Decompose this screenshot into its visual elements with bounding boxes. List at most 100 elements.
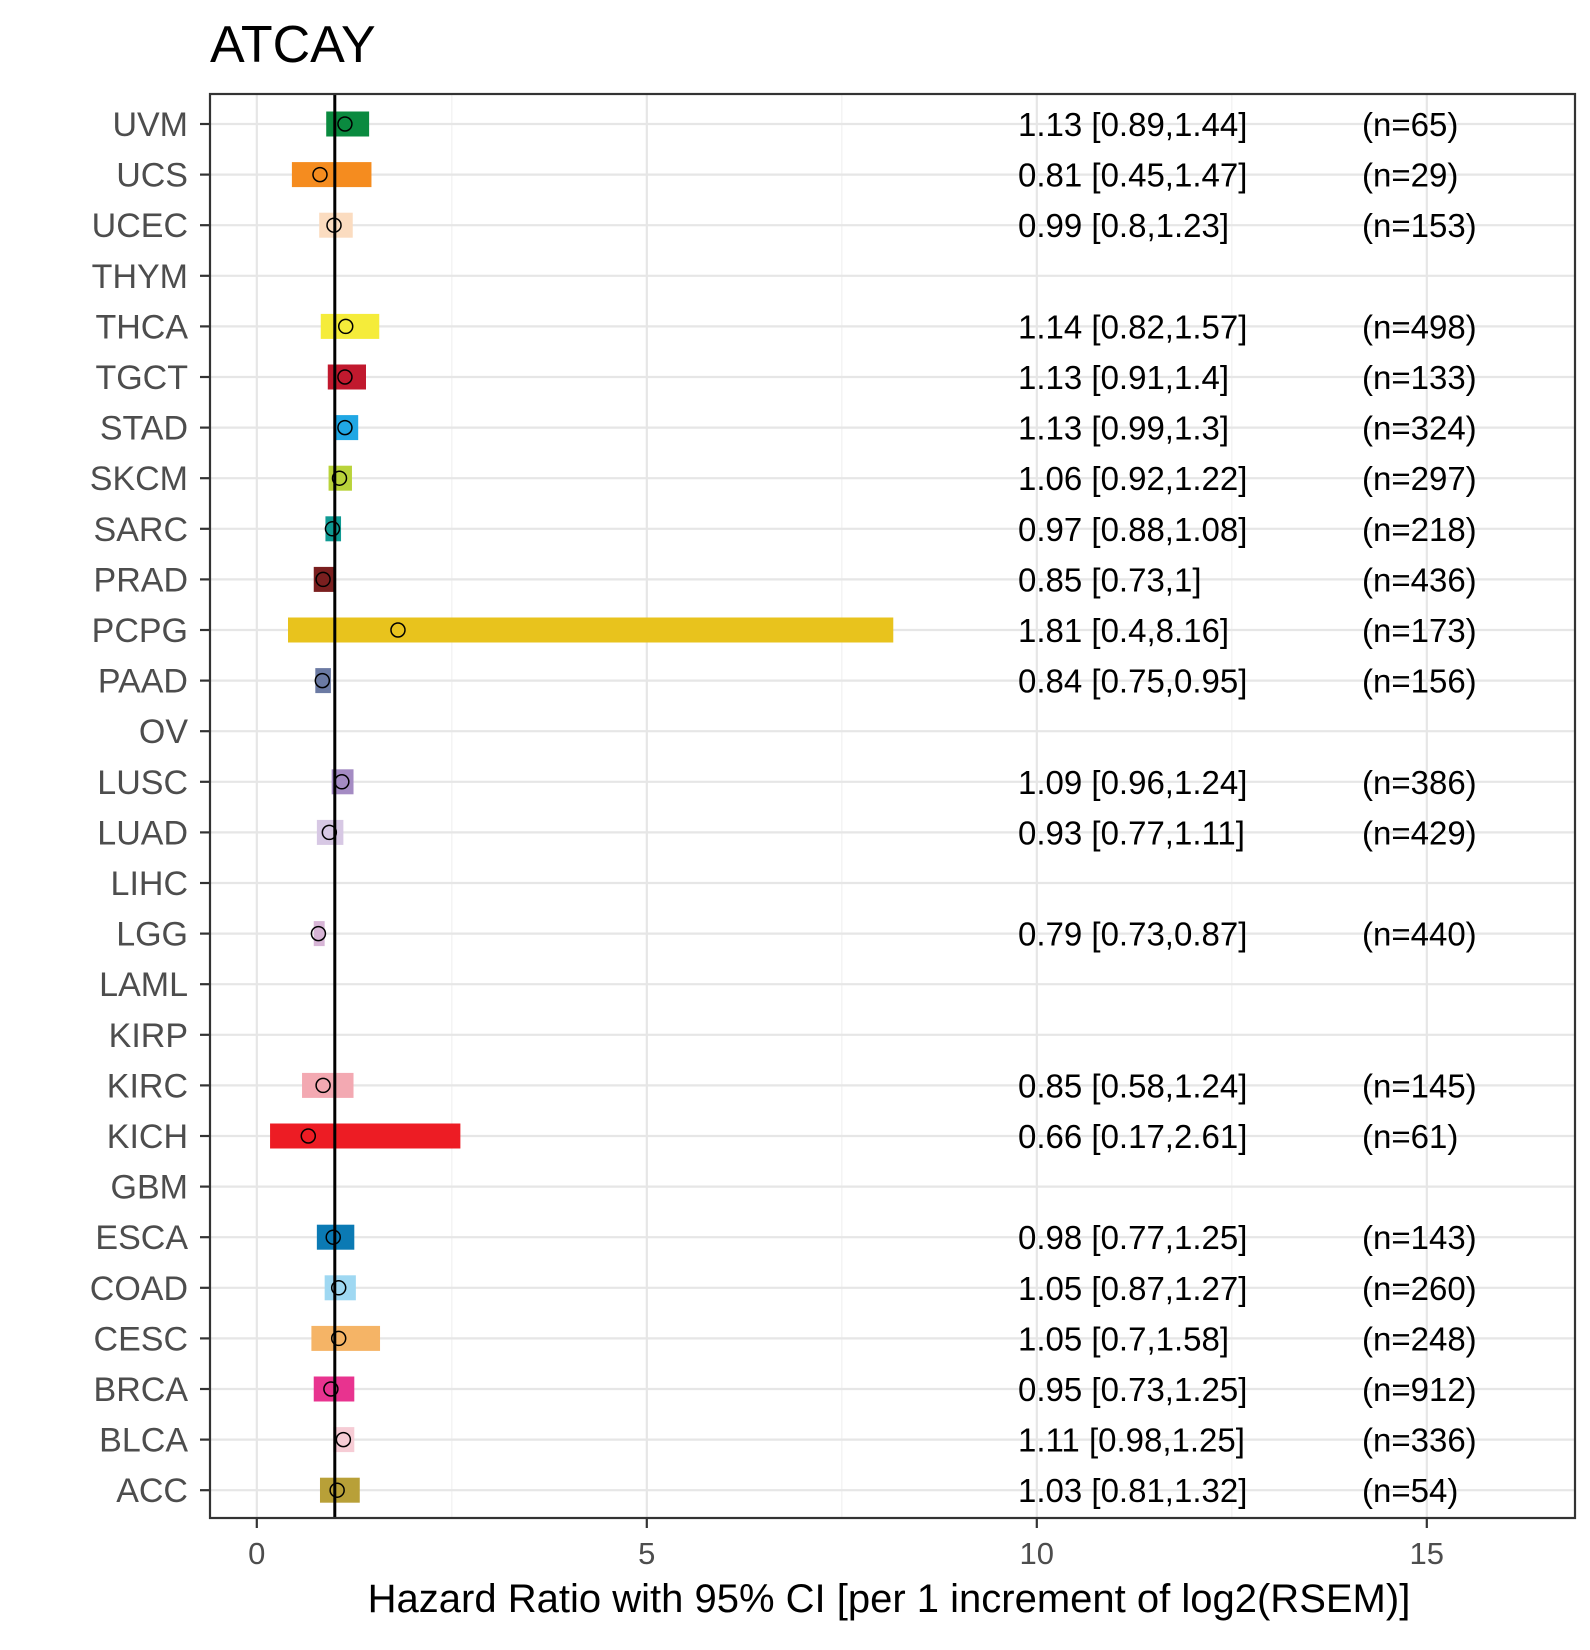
y-tick-label-luad: LUAD [97, 814, 188, 852]
chart-title: ATCAY [210, 16, 376, 74]
plot-area: 1.13 [0.89,1.44] (n=65) 0.81 [0.45,1.47] (n… [90, 92, 1577, 1571]
ci-bar-kich [270, 1123, 461, 1149]
y-tick-label-tgct: TGCT [95, 359, 188, 397]
y-tick-label-uvm: UVM [112, 106, 188, 144]
hr-point-ucec [326, 217, 342, 233]
y-tick-label-brca: BRCA [94, 1371, 189, 1409]
hr-point-blca [335, 1431, 352, 1448]
ci-bar-prad [313, 566, 335, 592]
plot-panel-border [208, 92, 1577, 1520]
y-tick-label-coad: COAD [90, 1270, 188, 1308]
hr-ci-label: 1.13 [0.91,1.4] [1018, 359, 1229, 396]
hr-ci-label: 1.03 [0.81,1.32] [1018, 1472, 1247, 1509]
hr-ci-label: 0.79 [0.73,0.87] [1018, 916, 1247, 953]
hr-point-lgg [310, 925, 327, 942]
x-axis-label: Hazard Ratio with 95% CI [per 1 incremen… [368, 1577, 1411, 1621]
sample-size-label: (n=173) [1362, 612, 1477, 649]
hr-point-stad [337, 419, 353, 436]
y-tick-label-gbm: GBM [111, 1169, 188, 1207]
y-tick-label-kirc: KIRC [107, 1067, 188, 1105]
hr-ci-label: 1.06 [0.92,1.22] [1018, 460, 1247, 497]
hr-ci-label: 1.11 [0.98,1.25] [1018, 1422, 1245, 1459]
hr-point-kich [300, 1128, 317, 1144]
sample-size-label: (n=297) [1362, 460, 1477, 497]
y-tick-label-cesc: CESC [94, 1320, 188, 1358]
sample-size-label: (n=65) [1362, 106, 1458, 143]
ci-bar-coad [324, 1275, 356, 1301]
y-tick-label-skcm: SKCM [90, 460, 188, 498]
ci-bar-luad [316, 819, 344, 845]
y-tick-label-pcpg: PCPG [92, 612, 188, 650]
sample-size-label: (n=324) [1362, 410, 1477, 447]
hr-ci-label: 0.81 [0.45,1.47] [1018, 157, 1247, 194]
sample-size-label: (n=260) [1362, 1270, 1477, 1307]
sample-size-label: (n=498) [1362, 308, 1477, 345]
y-tick-label-kirp: KIRP [109, 1017, 188, 1055]
sample-size-label: (n=429) [1362, 814, 1477, 851]
sample-size-label: (n=143) [1362, 1219, 1477, 1256]
hr-point-luad [321, 824, 338, 841]
hr-ci-label: 0.97 [0.88,1.08] [1018, 511, 1247, 548]
ci-bar-thca [320, 313, 380, 339]
y-tick-label-ucs: UCS [116, 157, 188, 195]
hr-ci-label: 0.99 [0.8,1.23] [1018, 207, 1229, 244]
y-tick-label-blca: BLCA [99, 1422, 188, 1460]
ci-bar-sarc [325, 516, 342, 542]
ci-bar-kirc [302, 1072, 354, 1098]
sample-size-label: (n=336) [1362, 1422, 1477, 1459]
sample-size-label: (n=156) [1362, 663, 1477, 700]
hr-ci-label: 1.13 [0.89,1.44] [1018, 106, 1247, 143]
hr-ci-label: 1.09 [0.96,1.24] [1018, 764, 1247, 801]
ci-bar-paad [315, 668, 331, 694]
sample-size-label: (n=61) [1362, 1118, 1458, 1155]
y-tick-label-sarc: SARC [94, 511, 188, 549]
y-tick-label-esca: ESCA [95, 1219, 188, 1257]
x-tick-label: 0 [248, 1536, 265, 1571]
hr-point-tgct [337, 369, 353, 385]
hr-point-sarc [324, 521, 341, 537]
y-tick-label-ov: OV [139, 713, 188, 751]
ci-bar-uvm [326, 111, 370, 137]
hr-point-cesc [330, 1330, 347, 1347]
y-tick-label-stad: STAD [100, 410, 188, 448]
hr-ci-label: 0.98 [0.77,1.25] [1018, 1219, 1247, 1256]
y-tick-label-thym: THYM [92, 258, 188, 296]
hr-point-thca [337, 318, 354, 335]
hr-ci-label: 0.84 [0.75,0.95] [1018, 663, 1247, 700]
sample-size-label: (n=54) [1362, 1472, 1458, 1509]
sample-size-label: (n=386) [1362, 764, 1477, 801]
y-tick-label-paad: PAAD [98, 663, 188, 701]
hr-ci-label: 1.14 [0.82,1.57] [1018, 308, 1247, 345]
hr-point-acc [329, 1482, 345, 1498]
y-tick-label-lusc: LUSC [97, 764, 188, 802]
hr-ci-label: 1.81 [0.4,8.16] [1018, 612, 1229, 649]
sample-size-label: (n=436) [1362, 561, 1477, 598]
hr-point-paad [314, 672, 331, 689]
y-tick-label-thca: THCA [95, 308, 188, 346]
hr-ci-label: 0.66 [0.17,2.61] [1018, 1118, 1247, 1155]
y-tick-label-laml: LAML [99, 966, 188, 1004]
hr-point-uvm [337, 116, 353, 132]
hr-ci-label: 1.05 [0.7,1.58] [1018, 1320, 1229, 1357]
y-tick-label-acc: ACC [116, 1472, 188, 1510]
sample-size-label: (n=248) [1362, 1320, 1477, 1357]
y-tick-label-kich: KICH [107, 1118, 188, 1156]
hr-point-ucs [312, 166, 328, 183]
sample-size-label: (n=29) [1362, 157, 1458, 194]
hr-point-esca [325, 1229, 341, 1245]
x-tick-label: 10 [1020, 1536, 1054, 1571]
ci-bar-blca [333, 1427, 355, 1453]
hr-point-pcpg [390, 622, 406, 638]
hr-point-kirc [315, 1077, 331, 1094]
sample-size-label: (n=145) [1362, 1067, 1477, 1104]
x-tick-label: 15 [1410, 1536, 1444, 1571]
y-tick-label-prad: PRAD [94, 561, 188, 599]
ci-bar-acc [319, 1477, 360, 1503]
sample-size-label: (n=912) [1362, 1371, 1477, 1408]
y-tick-label-lgg: LGG [116, 916, 188, 954]
hr-point-brca [323, 1381, 339, 1397]
sample-size-label: (n=153) [1362, 207, 1477, 244]
hr-ci-label: 0.85 [0.73,1] [1018, 561, 1201, 598]
hr-ci-label: 0.95 [0.73,1.25] [1018, 1371, 1247, 1408]
